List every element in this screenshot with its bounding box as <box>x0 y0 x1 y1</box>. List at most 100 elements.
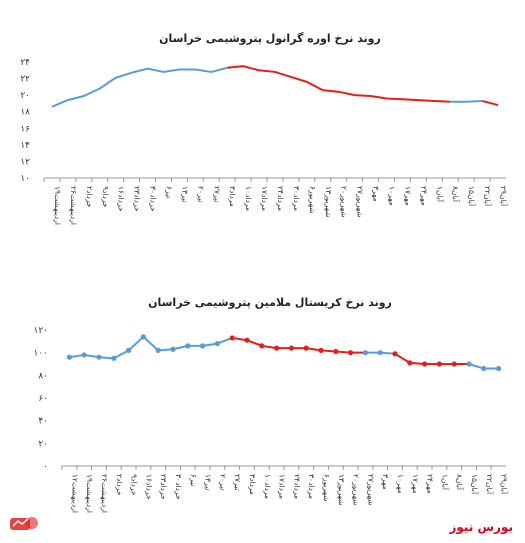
x-tick-label: ۱۷مهر <box>411 474 420 494</box>
data-point <box>318 347 324 353</box>
x-tick-label: ۸آبان <box>451 186 461 203</box>
y-tick-label: ۶۰ <box>38 394 48 404</box>
data-point <box>259 343 265 349</box>
data-point <box>288 345 294 351</box>
x-tick-label: ۶تیر <box>164 186 173 199</box>
x-tick-label: ۱۷مرداد <box>260 186 269 211</box>
x-tick-label: ۱۷مرداد <box>278 474 287 499</box>
x-tick-label: ۲۴مرداد <box>276 186 285 211</box>
series-line-segment <box>232 336 366 354</box>
data-point <box>407 360 413 366</box>
chart-title: روند نرخ اوره گرانول پتروشیمی خراسان <box>159 32 381 45</box>
data-point <box>348 350 354 356</box>
x-tick-label: ۳۰مرداد <box>307 474 316 499</box>
x-tick-label: ۱آبان <box>440 474 450 491</box>
data-point <box>436 361 442 367</box>
data-point <box>96 354 102 360</box>
x-tick-label: ۲خرداد <box>115 474 124 496</box>
x-tick-label: ۹خرداد <box>130 474 139 496</box>
y-tick-label: ۰ <box>43 462 48 472</box>
x-tick-label: ۱۵آبان <box>470 474 480 495</box>
x-tick-label: ۳مهر <box>372 186 381 202</box>
x-tick-label: ۲۷تیر <box>233 474 242 491</box>
data-point <box>333 348 339 355</box>
x-tick-label: ۶شهریور <box>322 474 331 502</box>
series-line-segment <box>51 66 228 108</box>
x-tick-label: ۶شهریور <box>308 186 317 214</box>
melamine-price-chart: روند نرخ کریستال ملامین پتروشیمی خراسان … <box>33 296 510 513</box>
x-tick-label: ۳۰مرداد <box>292 186 301 211</box>
data-point <box>466 361 472 367</box>
x-tick-label: ۱۷مهر <box>403 186 412 206</box>
x-tick-label: ۲خرداد <box>85 186 94 208</box>
y-tick-label: ۱۰۰ <box>33 349 48 359</box>
y-tick-label: ۲۴ <box>20 58 30 68</box>
y-tick-label: ۲۰ <box>38 439 48 449</box>
x-tick-label: ۱۹اردیبهشت <box>85 474 94 513</box>
data-point <box>496 365 502 372</box>
series-line-segment <box>227 65 451 103</box>
x-tick-label: ۱آبان <box>435 186 445 203</box>
x-tick-label: ۲۶اردیبهشت <box>100 474 109 513</box>
x-tick-label: ۲۰شهریور <box>340 186 349 218</box>
urea-price-chart: روند نرخ اوره گرانول پتروشیمی خراسان ۱۰ ۱… <box>20 32 509 225</box>
y-tick-label: ۸۰ <box>38 371 48 381</box>
x-tick-label: ۲۹آبان <box>500 474 510 495</box>
x-tick-label: ۱۶خرداد <box>144 474 153 500</box>
series-line-segment <box>394 352 469 365</box>
brand-name: بورس نیوز <box>449 520 513 534</box>
x-tick-label: ۱۰مهر <box>396 474 405 494</box>
x-tick-label: ۲۴مهر <box>426 474 435 494</box>
y-tick-label: ۲۰ <box>20 91 30 101</box>
data-point <box>481 365 487 372</box>
data-point <box>274 345 280 351</box>
x-tick-label: ۲۷شهریور <box>356 186 365 218</box>
data-point <box>422 361 428 367</box>
series-line-segment <box>69 335 233 360</box>
x-tick-label: ۱۵آبان <box>467 186 477 207</box>
y-tick-label: ۱۶ <box>20 124 30 134</box>
x-tick-label: ۳۰خرداد <box>149 186 158 212</box>
chart-title: روند نرخ کریستال ملامین پتروشیمی خراسان <box>148 296 392 309</box>
data-point <box>111 355 117 361</box>
x-tick-label: ۳مهر <box>381 474 390 490</box>
x-tick-label: ۱۲اردیبهشت <box>70 474 79 513</box>
x-tick-label: ۳مرداد <box>248 474 257 495</box>
data-point <box>185 343 191 349</box>
data-point <box>66 354 72 360</box>
data-point <box>392 351 398 357</box>
data-point <box>81 352 87 358</box>
x-tick-label: ۱۹اردیبهشت <box>53 186 62 225</box>
data-point <box>126 347 132 353</box>
x-tick-label: ۱۳تیر <box>204 474 213 491</box>
data-point <box>200 343 206 349</box>
y-tick-label: ۱۴ <box>20 141 30 151</box>
x-tick-label: ۸آبان <box>455 474 465 491</box>
x-tick-label: ۹خرداد <box>101 186 110 208</box>
data-point <box>170 346 176 352</box>
x-tick-label: ۶تیر <box>189 474 198 487</box>
x-tick-label: ۳مرداد <box>228 186 237 207</box>
x-tick-label: ۱۶خرداد <box>117 186 126 212</box>
series-line-segment <box>450 99 483 103</box>
x-tick-label: ۱۰مرداد <box>244 186 253 211</box>
x-tick-label: ۲۲آبان <box>483 186 493 207</box>
y-tick-label: ۱۸ <box>20 108 30 118</box>
x-tick-label: ۱۳تیر <box>180 186 189 203</box>
data-point <box>244 337 250 343</box>
x-tick-label: ۲۴مرداد <box>292 474 301 499</box>
y-tick-label: ۴۰ <box>38 417 48 427</box>
x-tick-label: ۱۰مرداد <box>263 474 272 499</box>
x-tick-label: ۲۲آبان <box>485 474 495 495</box>
x-tick-label: ۳۰خرداد <box>174 474 183 500</box>
y-tick-label: ۱۲ <box>20 157 30 167</box>
data-point <box>303 345 309 351</box>
data-point <box>377 350 383 356</box>
y-tick-label: ۱۲۰ <box>33 326 48 336</box>
x-tick-label: ۲۰تیر <box>218 474 227 491</box>
x-tick-label: ۲۷شهریور <box>366 474 375 506</box>
y-tick-label: ۲۲ <box>20 75 30 85</box>
data-point <box>362 350 368 356</box>
series-line-segment <box>481 99 499 107</box>
x-tick-label: ۲۹آبان <box>499 186 509 207</box>
